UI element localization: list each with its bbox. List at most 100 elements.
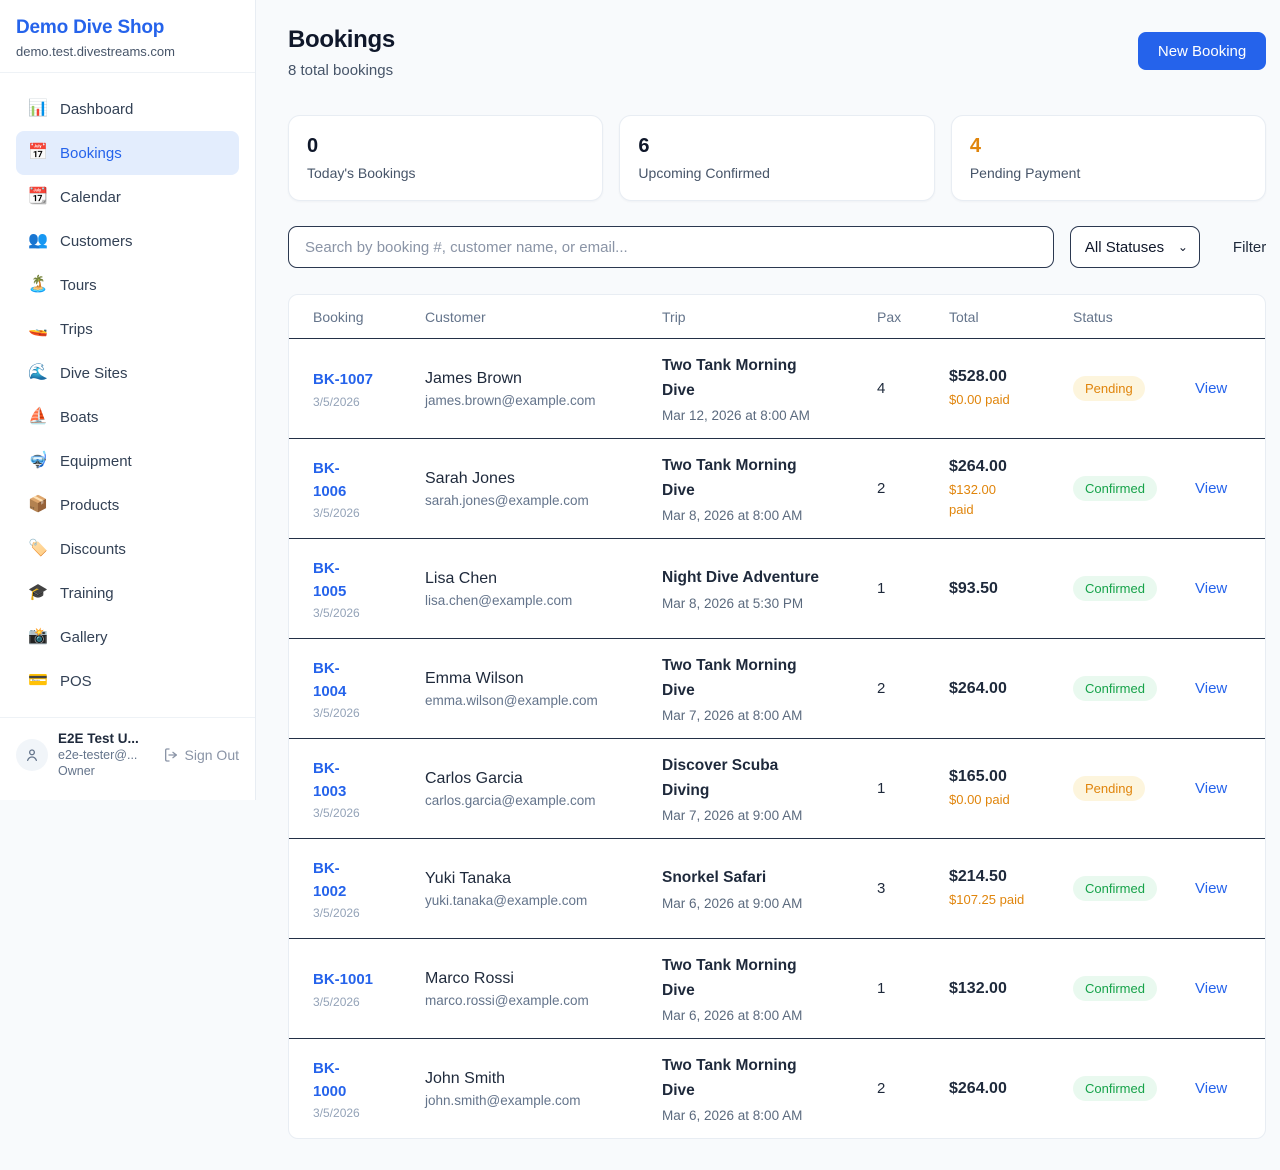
sidebar-item-customers[interactable]: 👥 Customers [16, 219, 239, 263]
tag-icon: 🏷️ [28, 540, 48, 557]
trip-time: Mar 6, 2026 at 9:00 AM [662, 895, 803, 911]
sidebar-user-footer: E2E Test U... e2e-tester@... Owner Sign … [0, 717, 255, 791]
sidebar-item-label: Products [60, 496, 120, 514]
view-link[interactable]: View [1195, 379, 1228, 397]
booking-id-link[interactable]: BK- 1002 [313, 859, 347, 900]
view-link[interactable]: View [1195, 979, 1228, 997]
customer-cell: Lisa Chen lisa.chen@example.com [425, 570, 662, 608]
paid-amount: $0.00 paid [949, 391, 1010, 407]
trip-cell: Night Dive Adventure Mar 8, 2026 at 5:30… [662, 566, 877, 610]
user-role: Owner [58, 764, 95, 778]
page-header: Bookings 8 total bookings New Booking [288, 26, 1267, 79]
sidebar-item-pos[interactable]: 💳 POS [16, 659, 239, 703]
view-link[interactable]: View [1195, 679, 1228, 697]
sign-out-icon [164, 747, 177, 762]
customer-email: sarah.jones@example.com [425, 492, 589, 508]
column-header-trip: Trip [662, 308, 686, 325]
customer-email: james.brown@example.com [425, 392, 596, 408]
sidebar-item-bookings[interactable]: 📅 Bookings [16, 131, 239, 175]
customer-cell: Emma Wilson emma.wilson@example.com [425, 670, 662, 708]
bookings-table: Booking Customer Trip Pax Total Status B… [288, 294, 1267, 1139]
sidebar-item-trips[interactable]: 🚤 Trips [16, 307, 239, 351]
status-cell: Confirmed [1073, 1076, 1195, 1101]
filter-button[interactable]: Filter [1232, 238, 1267, 256]
trip-time: Mar 8, 2026 at 5:30 PM [662, 595, 804, 611]
view-link[interactable]: View [1195, 579, 1228, 597]
booking-cell: BK- 1005 3/5/2026 [313, 557, 425, 621]
sidebar-nav: 📊 Dashboard 📅 Bookings 📆 Calendar 👥 Cust… [0, 73, 255, 717]
booking-cell: BK- 1004 3/5/2026 [313, 657, 425, 721]
booking-cell: BK- 1002 3/5/2026 [313, 857, 425, 921]
booking-id-link[interactable]: BK- 1006 [313, 459, 347, 500]
trip-time: Mar 7, 2026 at 8:00 AM [662, 707, 803, 723]
customer-name: Emma Wilson [425, 669, 524, 687]
view-link[interactable]: View [1195, 779, 1228, 797]
sidebar-item-label: Trips [60, 320, 93, 338]
sidebar-item-products[interactable]: 📦 Products [16, 483, 239, 527]
sidebar-item-training[interactable]: 🎓 Training [16, 571, 239, 615]
search-input[interactable] [288, 226, 1054, 268]
customer-name: Marco Rossi [425, 969, 514, 987]
booking-id-link[interactable]: BK-1007 [313, 371, 374, 389]
sidebar-item-boats[interactable]: ⛵ Boats [16, 395, 239, 439]
sidebar-item-gallery[interactable]: 📸 Gallery [16, 615, 239, 659]
paid-amount: $0.00 paid [949, 791, 1010, 807]
sidebar-item-tours[interactable]: 🏝️ Tours [16, 263, 239, 307]
status-filter-select[interactable]: All Statuses [1069, 226, 1200, 268]
sidebar-item-equipment[interactable]: 🤿 Equipment [16, 439, 239, 483]
status-cell: Confirmed [1073, 576, 1195, 601]
stats-cards: 0 Today's Bookings 6 Upcoming Confirmed … [288, 115, 1267, 201]
sidebar-item-dive-sites[interactable]: 🌊 Dive Sites [16, 351, 239, 395]
trip-cell: Two Tank Morning Dive Mar 6, 2026 at 8:0… [662, 954, 877, 1022]
sidebar-item-label: Dashboard [60, 100, 134, 118]
customer-email: emma.wilson@example.com [425, 692, 598, 708]
speedboat-icon: 🚤 [28, 320, 48, 337]
sidebar-item-label: Boats [60, 408, 99, 426]
pax-cell: 2 [877, 1080, 886, 1097]
sidebar-item-label: Bookings [60, 144, 122, 162]
customer-email: yuki.tanaka@example.com [425, 892, 588, 908]
stat-label: Today's Bookings [307, 165, 416, 181]
new-booking-button[interactable]: New Booking [1137, 32, 1267, 70]
booking-id-link[interactable]: BK-1001 [313, 971, 374, 989]
user-name: E2E Test U... [58, 731, 139, 746]
sailboat-icon: ⛵ [28, 408, 48, 425]
total-amount: $264.00 [949, 458, 1007, 475]
trip-name: Two Tank Morning Dive [662, 457, 797, 499]
sidebar-item-label: Dive Sites [60, 364, 128, 382]
total-cell: $132.00 [949, 980, 1073, 998]
customer-name: Lisa Chen [425, 569, 498, 587]
pax-cell: 4 [877, 380, 886, 397]
booking-id-link[interactable]: BK- 1005 [313, 559, 347, 600]
sign-out-button[interactable]: Sign Out [163, 747, 239, 763]
booking-cell: BK- 1000 3/5/2026 [313, 1057, 425, 1121]
bookings-calendar-icon: 📅 [28, 144, 48, 161]
total-cell: $93.50 [949, 580, 1073, 598]
column-header-customer: Customer [425, 308, 486, 325]
view-link[interactable]: View [1195, 1079, 1228, 1097]
booking-cell: BK- 1003 3/5/2026 [313, 757, 425, 821]
user-info: E2E Test U... e2e-tester@... Owner [58, 731, 163, 778]
view-link[interactable]: View [1195, 879, 1228, 897]
customer-cell: John Smith john.smith@example.com [425, 1070, 662, 1108]
sidebar-item-label: Tours [60, 276, 97, 294]
booking-id-link[interactable]: BK- 1003 [313, 759, 347, 800]
brand-name[interactable]: Demo Dive Shop [16, 17, 165, 38]
view-link[interactable]: View [1195, 479, 1228, 497]
customer-name: James Brown [425, 369, 522, 387]
status-cell: Confirmed [1073, 976, 1195, 1001]
sidebar-item-discounts[interactable]: 🏷️ Discounts [16, 527, 239, 571]
stat-value: 4 [969, 135, 981, 157]
sidebar-item-dashboard[interactable]: 📊 Dashboard [16, 87, 239, 131]
booking-id-link[interactable]: BK- 1000 [313, 1059, 347, 1100]
page-title: Bookings [288, 26, 395, 53]
booking-date: 3/5/2026 [313, 906, 360, 921]
paid-amount: $132.00 paid [949, 482, 996, 517]
trip-cell: Two Tank Morning Dive Mar 7, 2026 at 8:0… [662, 654, 877, 722]
table-row: BK-1001 3/5/2026 Marco Rossi marco.rossi… [289, 938, 1266, 1038]
sidebar-item-calendar[interactable]: 📆 Calendar [16, 175, 239, 219]
booking-date: 3/5/2026 [313, 1106, 360, 1121]
status-badge: Confirmed [1073, 576, 1157, 601]
booking-id-link[interactable]: BK- 1004 [313, 659, 347, 700]
stat-label: Upcoming Confirmed [638, 165, 770, 181]
